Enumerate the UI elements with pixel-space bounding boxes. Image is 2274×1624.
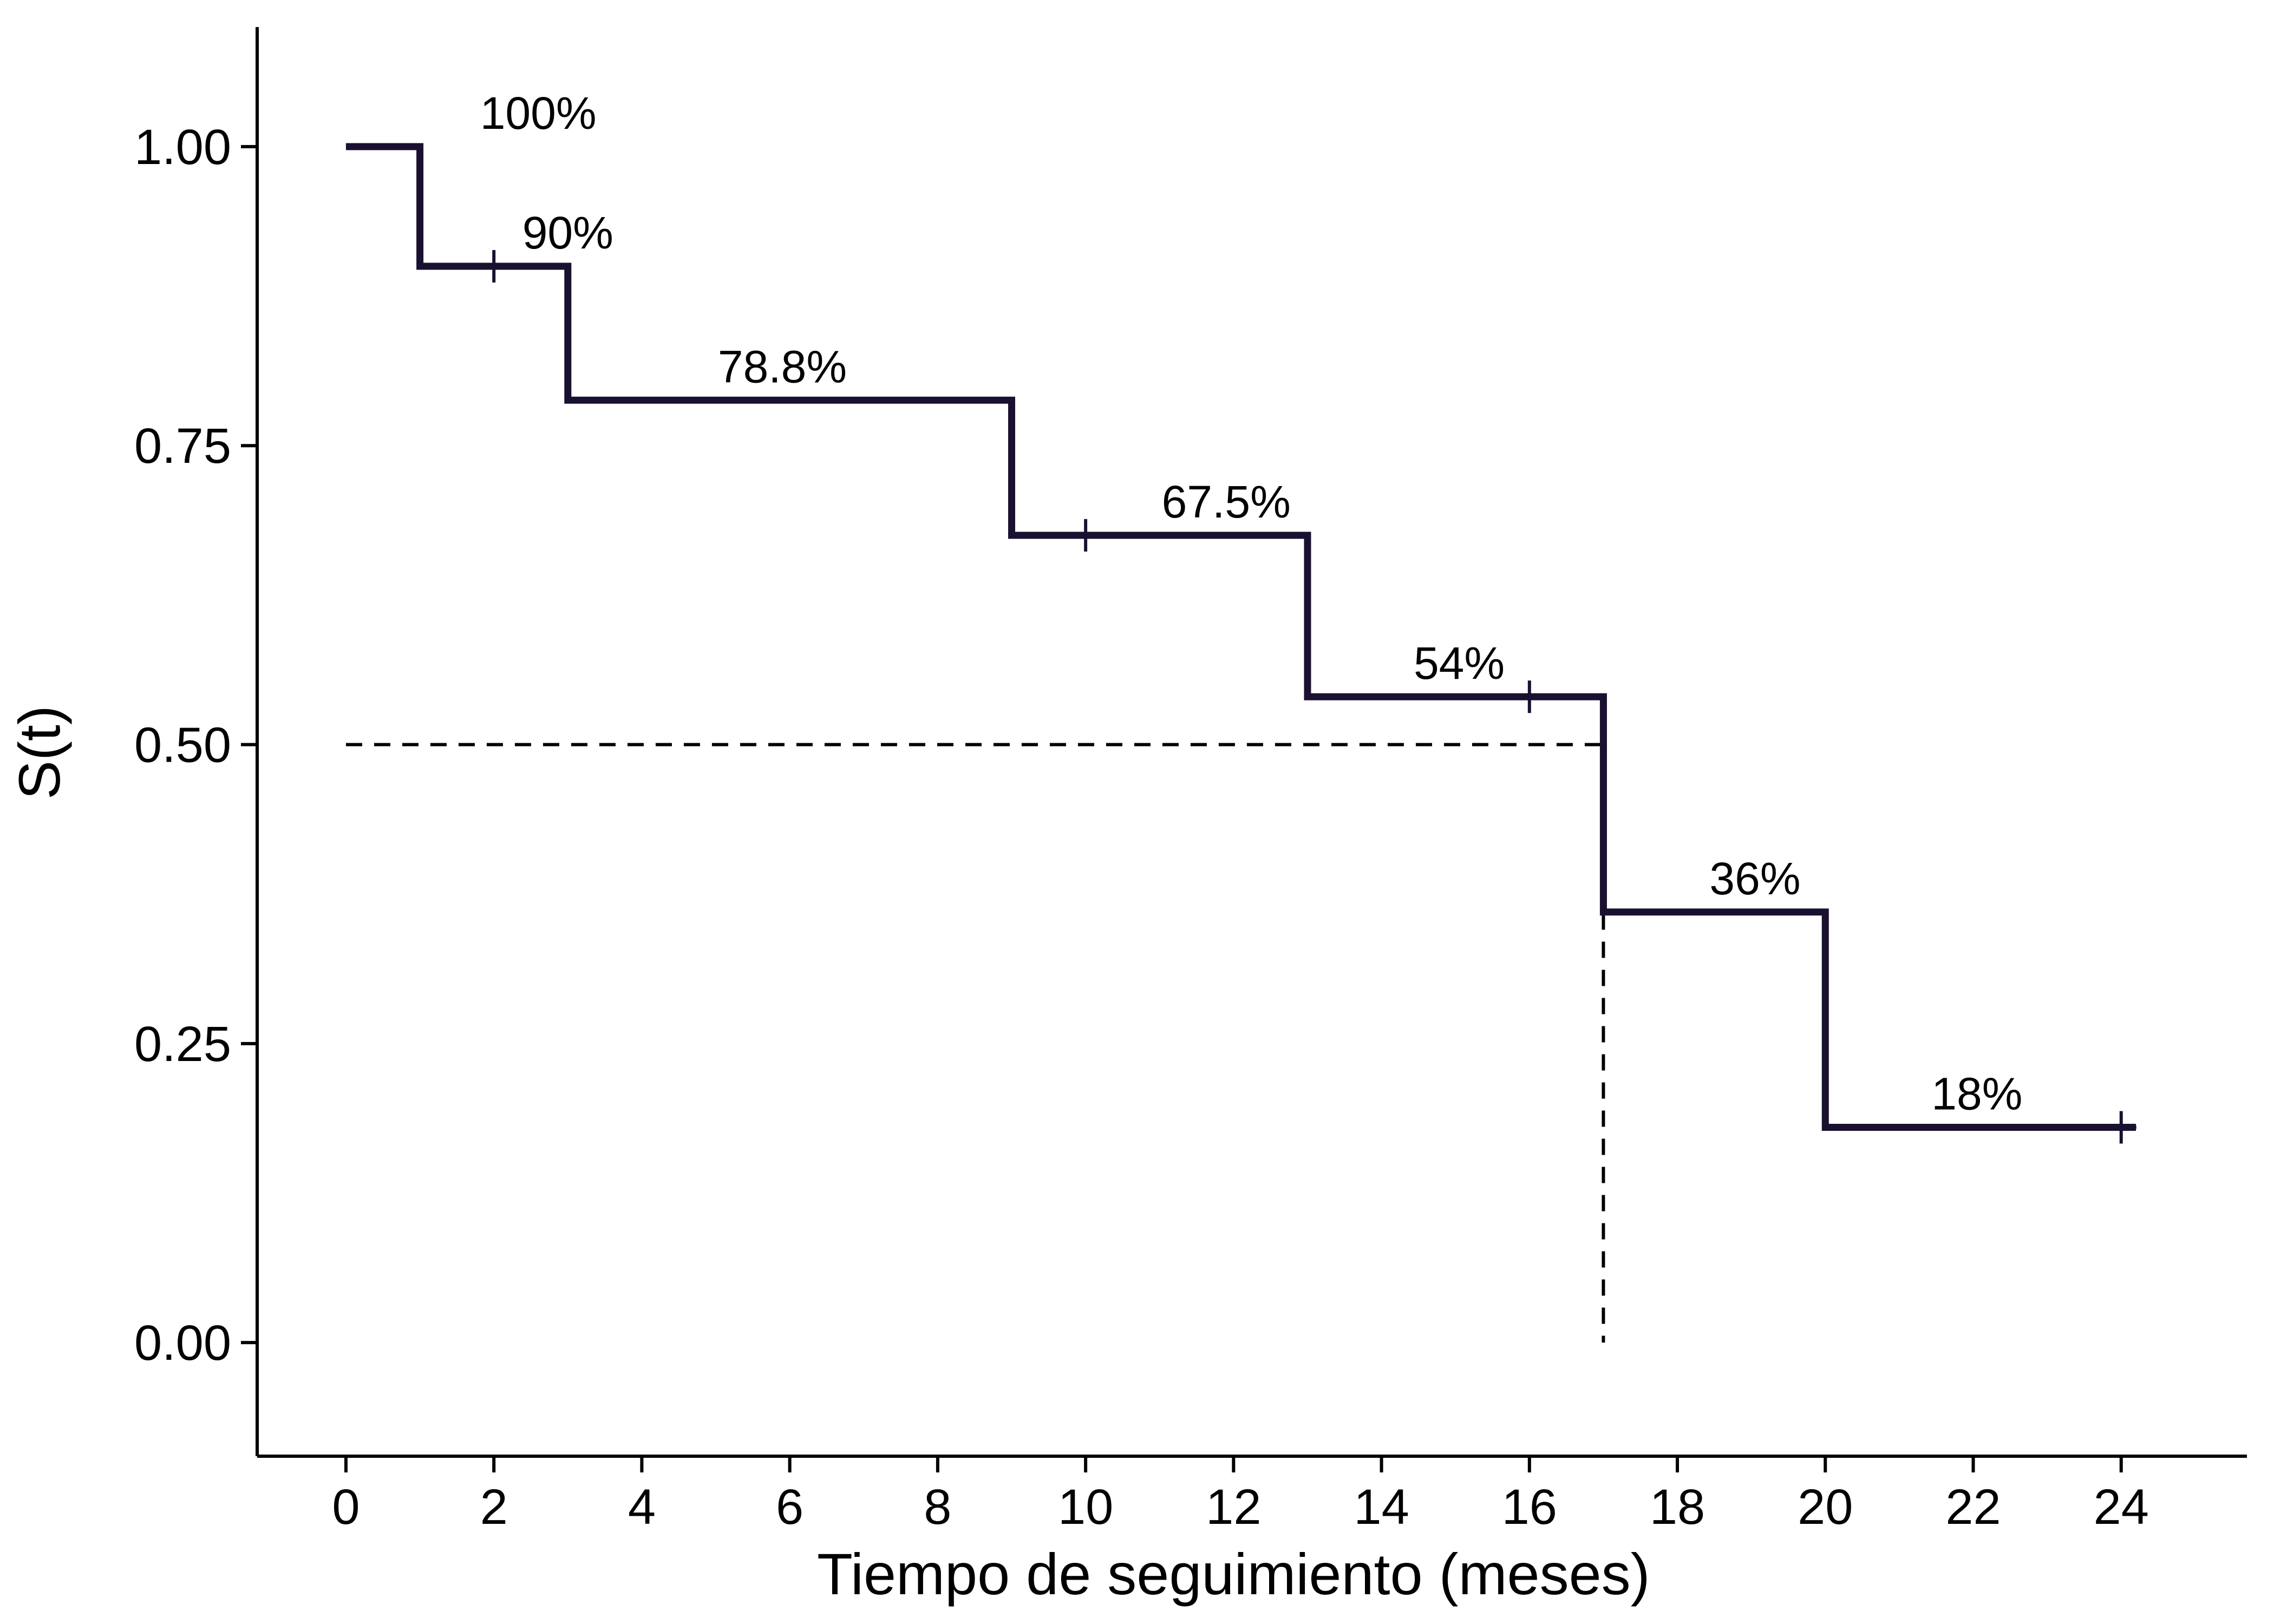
step-label: 67.5% (1162, 476, 1291, 527)
step-label: 100% (480, 88, 597, 139)
y-tick-label: 1.00 (134, 120, 231, 175)
x-axis-ticks: 0 2 4 6 8 10 12 14 16 18 20 22 24 (332, 1456, 2149, 1535)
x-tick-label: 4 (628, 1479, 656, 1535)
plot-area: 100% 90% 78.8% 67.5% 54% 36% 18% (345, 88, 2136, 1343)
survival-curve (345, 143, 2136, 1131)
x-tick-label: 12 (1206, 1479, 1261, 1535)
x-tick-label: 20 (1798, 1479, 1853, 1535)
x-axis-title: Tiempo de seguimiento (meses) (817, 1541, 1650, 1607)
y-tick-label: 0.50 (134, 718, 231, 773)
y-tick-label: 0.00 (134, 1315, 231, 1371)
step-label: 90% (522, 207, 613, 258)
x-tick-label: 22 (1945, 1479, 2001, 1535)
step-label: 18% (1931, 1068, 2022, 1119)
x-tick-label: 24 (2094, 1479, 2149, 1535)
step-label: 54% (1414, 638, 1505, 689)
x-tick-label: 18 (1650, 1479, 1705, 1535)
y-tick-label: 0.75 (134, 418, 231, 474)
x-tick-label: 2 (480, 1479, 508, 1535)
step-label: 36% (1709, 853, 1800, 904)
x-tick-label: 10 (1058, 1479, 1113, 1535)
axes: 0 2 4 6 8 10 12 14 16 18 20 22 24 0.000.250.500.751.… (134, 27, 2247, 1535)
step-label: 78.8% (718, 341, 847, 392)
censor-marks (479, 250, 2136, 1144)
y-axis-ticks: 0.00 0.25 0.50 0.75 1.00 (134, 120, 257, 1371)
y-axis-title: S(t) (6, 705, 72, 800)
x-tick-label: 8 (924, 1479, 951, 1535)
step-labels: 100% 90% 78.8% 67.5% 54% 36% 18% (480, 88, 2023, 1119)
median-reference-lines (345, 743, 1605, 1343)
x-tick-label: 6 (776, 1479, 803, 1535)
y-tick-label: 0.25 (134, 1017, 231, 1072)
x-tick-label: 16 (1502, 1479, 1557, 1535)
x-tick-label: 14 (1354, 1479, 1409, 1535)
x-tick-label: 0 (332, 1479, 360, 1535)
